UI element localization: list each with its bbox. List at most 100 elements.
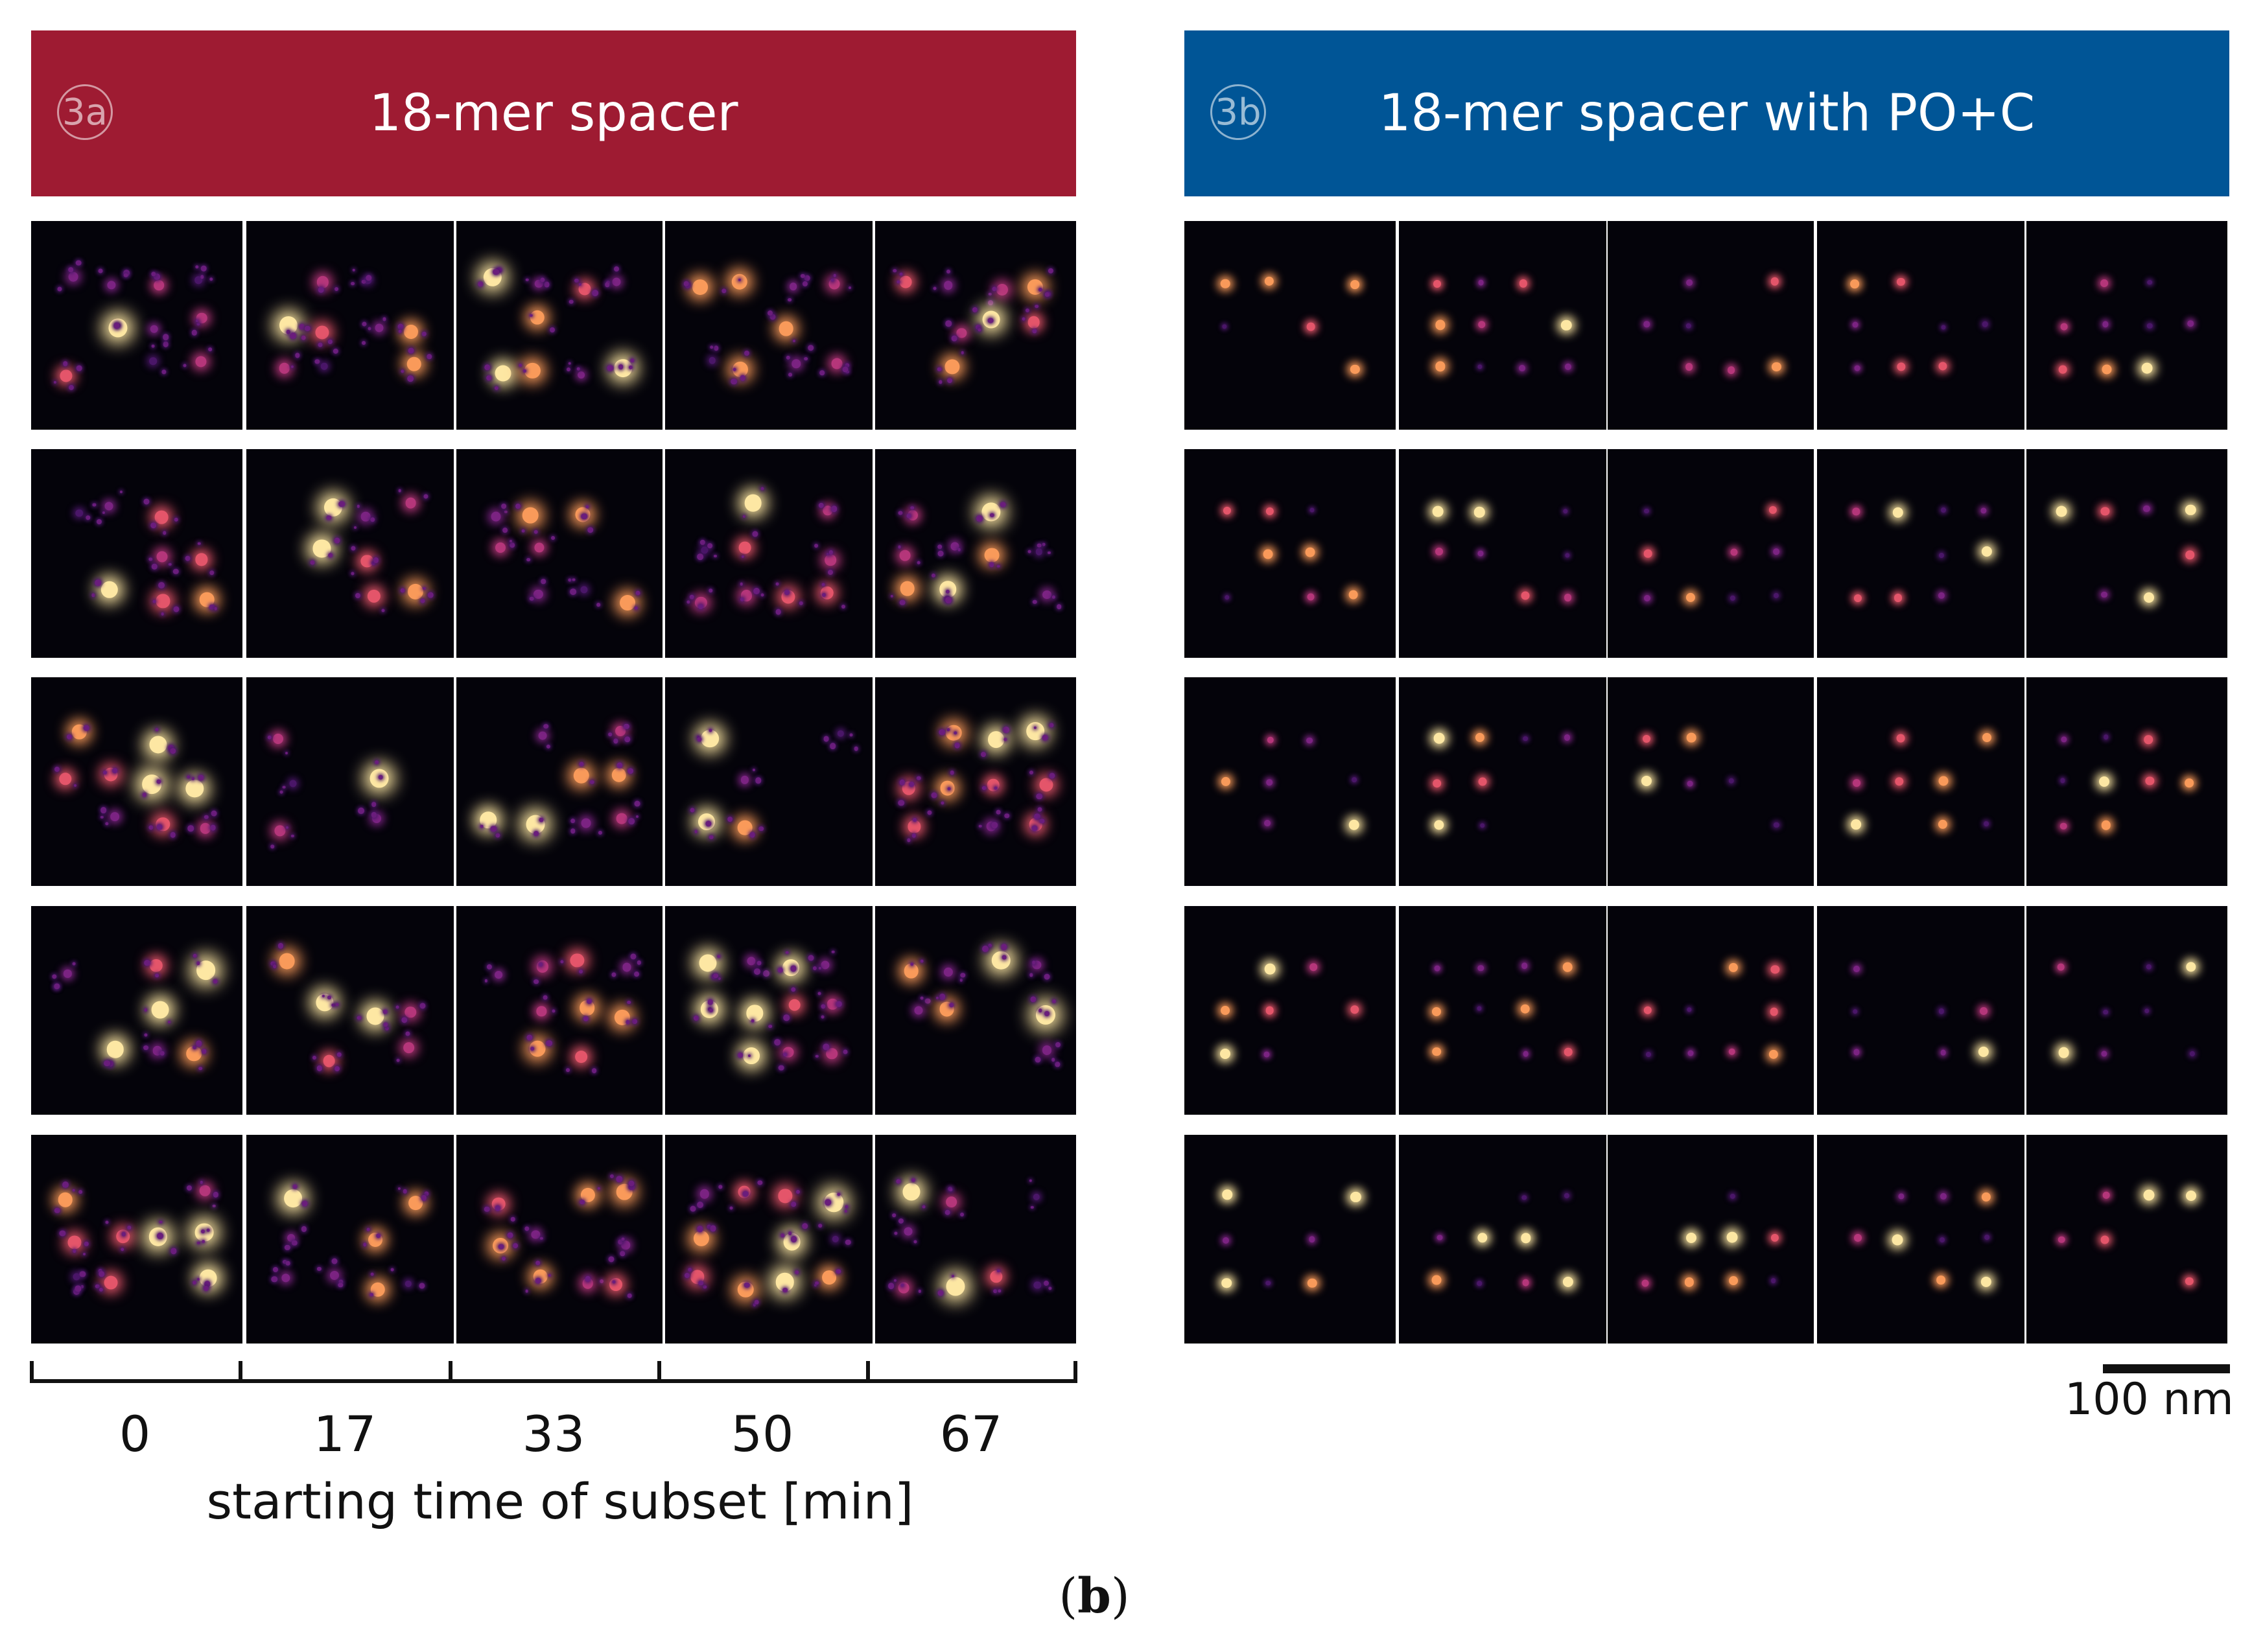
fluorescent-speckle [91,593,95,598]
fluorescent-speckle [774,1039,781,1046]
time-axis-tick [449,1361,452,1383]
fluorescent-speckle [898,511,903,515]
fluorescent-speckle [608,732,613,737]
fluorescent-speckle [744,1282,750,1288]
fluorescent-speckle [395,1005,399,1009]
fluorescent-speckle [799,601,804,605]
fluorescent-spot [1562,962,1573,972]
fluorescent-spot [72,724,87,739]
fluorescent-speckle [980,752,986,758]
fluorescent-speckle [957,548,961,552]
fluorescent-speckle [312,1055,316,1060]
fluorescent-speckle [68,267,73,272]
fluorescent-spot [943,967,954,977]
fluorescent-speckle [635,590,640,596]
fluorescent-speckle [1030,996,1037,1003]
fluorescent-spot [100,581,118,598]
fluorescent-spot [106,1040,124,1058]
fluorescent-spot [1435,548,1443,556]
fluorescent-spot [1432,1006,1442,1016]
fluorescent-speckle [959,979,963,982]
fluorescent-spot [2186,1191,2197,1202]
panel-a-banner: 3a 18-mer spacer [31,30,1076,196]
fluorescent-speckle [398,489,401,493]
fluorescent-speckle [775,582,779,586]
fluorescent-speckle [76,365,82,371]
fluorescent-speckle [815,1281,819,1285]
fluorescent-spot [2100,1235,2109,1244]
fluorescent-spot [990,1270,1003,1283]
fluorescent-speckle [709,1008,713,1013]
fluorescent-speckle [390,1268,394,1272]
fluorescent-speckle [495,833,500,838]
fluorescent-speckle [338,1279,344,1285]
fluorescent-speckle [937,544,943,550]
fluorescent-speckle [898,799,905,806]
fluorescent-speckle [777,967,783,973]
fluorescent-speckle [95,579,101,587]
fluorescent-spot [1940,1192,1947,1200]
fluorescent-speckle [611,972,616,977]
panel-a-image-tile [246,1135,454,1344]
fluorescent-spot [1477,550,1484,557]
fluorescent-speckle [981,945,989,952]
fluorescent-spot [2147,279,2153,285]
fluorescent-speckle [560,960,564,964]
fluorescent-spot [746,1005,764,1021]
fluorescent-spot [1730,595,1735,601]
fluorescent-speckle [628,365,633,369]
fluorescent-spot [1982,321,1988,327]
fluorescent-speckle [397,323,404,330]
caption-letter: b [1077,1568,1111,1624]
fluorescent-speckle [86,515,91,520]
fluorescent-spot [740,776,749,784]
fluorescent-speckle [939,729,946,736]
fluorescent-speckle [1056,604,1062,610]
fluorescent-speckle [210,824,216,831]
fluorescent-spot [279,953,295,970]
fluorescent-spot [1643,734,1651,743]
fluorescent-spot [64,970,72,978]
fluorescent-spot [946,1277,965,1296]
fluorescent-speckle [821,1015,825,1019]
panel-a-image-tile [665,449,873,658]
fluorescent-spot [534,589,543,599]
fluorescent-spot [1643,508,1649,514]
fluorescent-speckle [400,588,405,593]
fluorescent-spot [1519,364,1526,371]
fluorescent-spot [1853,1009,1858,1014]
fluorescent-speckle [1039,819,1044,824]
fluorescent-spot [524,363,541,379]
fluorescent-speckle [331,1003,335,1007]
fluorescent-speckle [688,1268,692,1272]
fluorescent-speckle [197,542,201,546]
fluorescent-spot [822,1270,837,1285]
fluorescent-speckle [960,973,966,978]
fluorescent-spot [1477,364,1483,369]
fluorescent-speckle [753,769,756,772]
fluorescent-speckle [947,787,951,791]
fluorescent-speckle [843,1049,848,1054]
fluorescent-speckle [350,281,355,286]
panel-a-image-tile [246,449,454,658]
fluorescent-spot [908,509,919,520]
fluorescent-spot [1433,280,1441,288]
panel-b-image-tile [1817,1135,2024,1344]
fluorescent-speckle [496,267,502,273]
fluorescent-speckle [769,314,776,320]
fluorescent-speckle [421,1195,427,1201]
fluorescent-spot [1307,593,1315,601]
fluorescent-speckle [907,838,911,842]
time-axis-tick [866,1361,870,1383]
fluorescent-spot [1434,965,1440,971]
fluorescent-speckle [1044,1010,1050,1016]
fluorescent-spot [1027,316,1040,329]
fluorescent-spot [1728,1048,1736,1056]
fluorescent-speckle [530,314,533,317]
fluorescent-speckle [72,1189,75,1192]
fluorescent-spot [1936,1275,1945,1285]
fluorescent-speckle [357,505,360,508]
fluorescent-speckle [597,1187,600,1190]
fluorescent-spot [1854,365,1860,371]
fluorescent-speckle [742,515,745,518]
